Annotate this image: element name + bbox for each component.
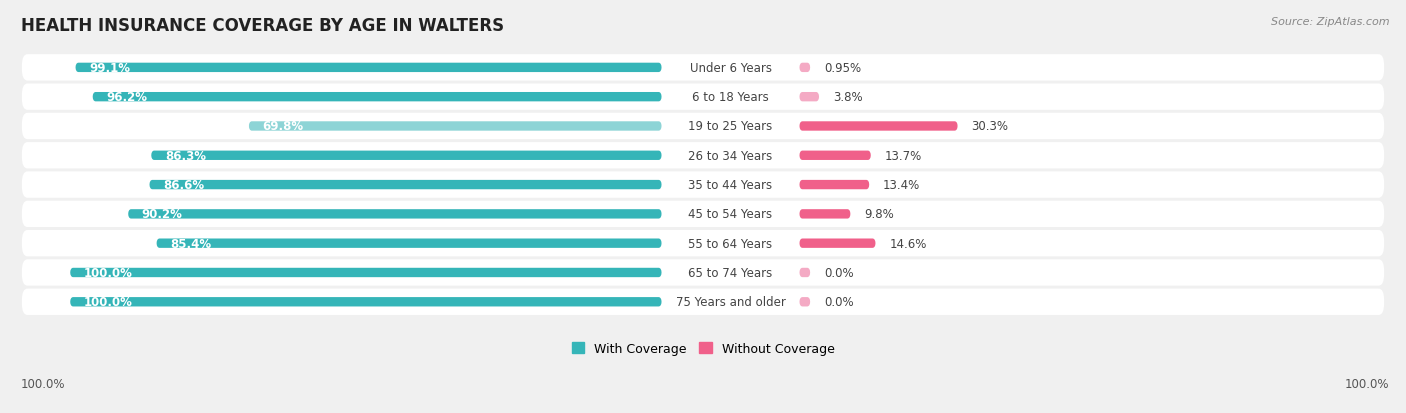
Text: 99.1%: 99.1%	[89, 62, 131, 75]
FancyBboxPatch shape	[70, 268, 662, 278]
FancyBboxPatch shape	[800, 180, 869, 190]
FancyBboxPatch shape	[22, 289, 1384, 315]
Text: HEALTH INSURANCE COVERAGE BY AGE IN WALTERS: HEALTH INSURANCE COVERAGE BY AGE IN WALT…	[21, 17, 505, 34]
Text: 65 to 74 Years: 65 to 74 Years	[689, 266, 773, 279]
Text: 3.8%: 3.8%	[832, 91, 862, 104]
FancyBboxPatch shape	[22, 84, 1384, 111]
FancyBboxPatch shape	[22, 55, 1384, 81]
Text: Source: ZipAtlas.com: Source: ZipAtlas.com	[1271, 17, 1389, 26]
Text: 75 Years and older: 75 Years and older	[675, 296, 786, 309]
FancyBboxPatch shape	[800, 151, 870, 161]
FancyBboxPatch shape	[22, 230, 1384, 257]
Text: 96.2%: 96.2%	[107, 91, 148, 104]
FancyBboxPatch shape	[93, 93, 662, 102]
FancyBboxPatch shape	[800, 64, 810, 73]
Text: 19 to 25 Years: 19 to 25 Years	[689, 120, 773, 133]
FancyBboxPatch shape	[249, 122, 662, 131]
FancyBboxPatch shape	[22, 143, 1384, 169]
Text: 26 to 34 Years: 26 to 34 Years	[689, 150, 773, 162]
FancyBboxPatch shape	[128, 210, 662, 219]
FancyBboxPatch shape	[22, 114, 1384, 140]
Text: 0.0%: 0.0%	[824, 266, 853, 279]
Text: 100.0%: 100.0%	[21, 377, 66, 390]
FancyBboxPatch shape	[800, 210, 851, 219]
Text: 45 to 54 Years: 45 to 54 Years	[689, 208, 772, 221]
Text: 35 to 44 Years: 35 to 44 Years	[689, 179, 772, 192]
Text: 100.0%: 100.0%	[84, 266, 132, 279]
FancyBboxPatch shape	[800, 297, 810, 307]
FancyBboxPatch shape	[800, 239, 876, 248]
Text: 85.4%: 85.4%	[170, 237, 211, 250]
Text: 100.0%: 100.0%	[84, 296, 132, 309]
Legend: With Coverage, Without Coverage: With Coverage, Without Coverage	[567, 337, 839, 360]
FancyBboxPatch shape	[800, 122, 957, 131]
Text: 0.0%: 0.0%	[824, 296, 853, 309]
Text: 9.8%: 9.8%	[865, 208, 894, 221]
FancyBboxPatch shape	[76, 64, 662, 73]
Text: 100.0%: 100.0%	[1344, 377, 1389, 390]
Text: 30.3%: 30.3%	[972, 120, 1008, 133]
Text: 6 to 18 Years: 6 to 18 Years	[692, 91, 769, 104]
Text: 86.6%: 86.6%	[163, 179, 204, 192]
Text: 69.8%: 69.8%	[263, 120, 304, 133]
FancyBboxPatch shape	[70, 297, 662, 307]
Text: 13.4%: 13.4%	[883, 179, 921, 192]
FancyBboxPatch shape	[800, 268, 810, 278]
FancyBboxPatch shape	[150, 151, 662, 161]
FancyBboxPatch shape	[156, 239, 662, 248]
FancyBboxPatch shape	[149, 180, 662, 190]
FancyBboxPatch shape	[22, 172, 1384, 198]
FancyBboxPatch shape	[800, 93, 820, 102]
Text: 0.95%: 0.95%	[824, 62, 862, 75]
FancyBboxPatch shape	[22, 201, 1384, 228]
Text: Under 6 Years: Under 6 Years	[689, 62, 772, 75]
Text: 14.6%: 14.6%	[890, 237, 927, 250]
Text: 86.3%: 86.3%	[165, 150, 205, 162]
FancyBboxPatch shape	[22, 260, 1384, 286]
Text: 90.2%: 90.2%	[142, 208, 183, 221]
Text: 55 to 64 Years: 55 to 64 Years	[689, 237, 772, 250]
Text: 13.7%: 13.7%	[884, 150, 922, 162]
